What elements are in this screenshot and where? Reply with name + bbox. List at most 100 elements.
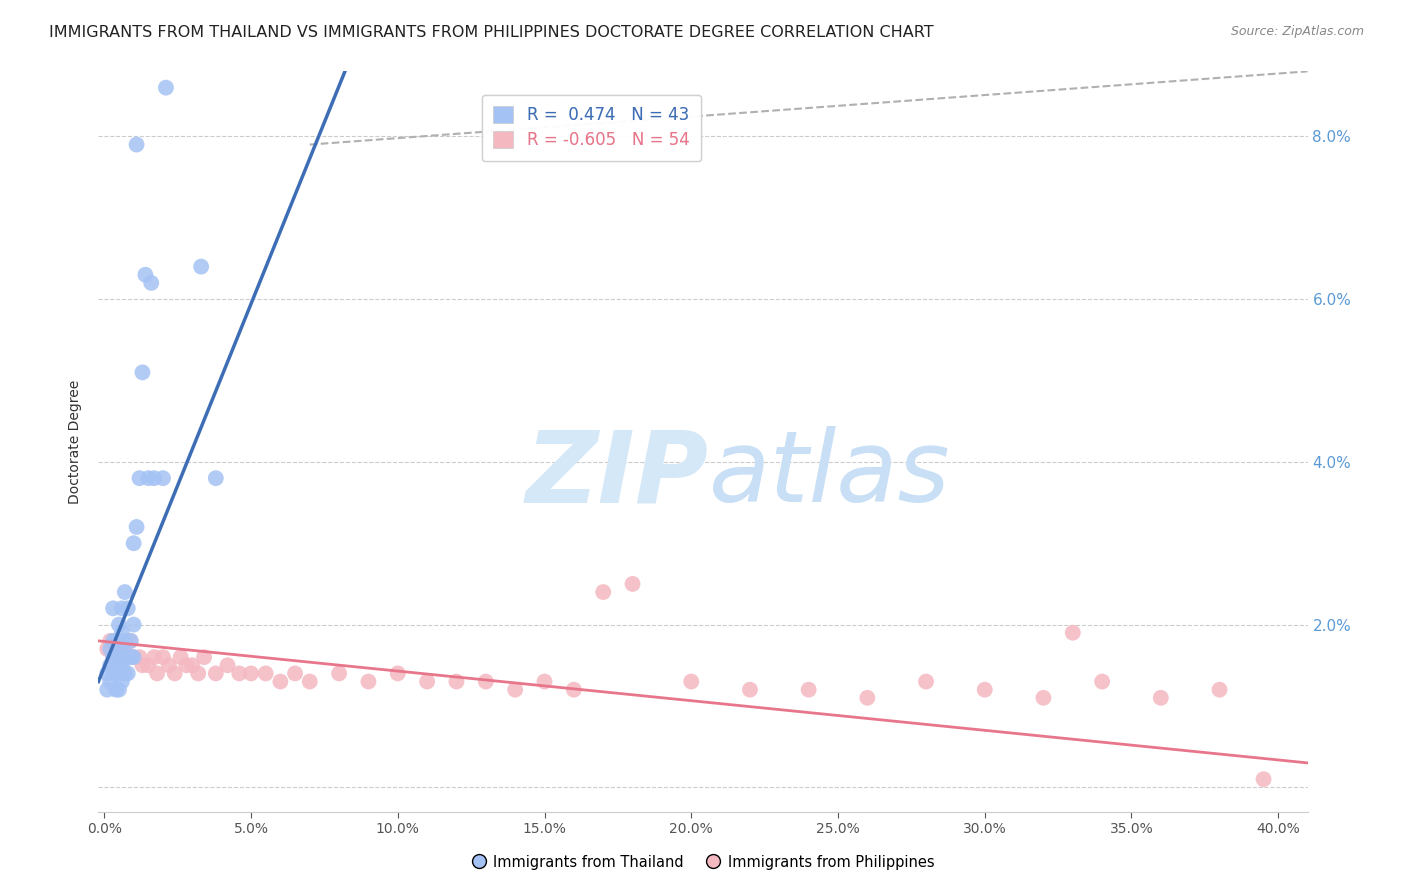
Point: [111, 625, 134, 640]
Point: [108, 666, 131, 681]
Point: [143, 471, 166, 485]
Point: [128, 650, 150, 665]
Point: [1150, 690, 1173, 705]
Point: [108, 633, 131, 648]
Point: [122, 617, 145, 632]
Point: [328, 666, 350, 681]
Y-axis label: Doctorate Degree: Doctorate Degree: [69, 379, 83, 504]
Point: [136, 658, 159, 673]
Point: [357, 674, 380, 689]
Point: [114, 633, 136, 648]
Point: [111, 658, 134, 673]
Point: [117, 601, 139, 615]
Point: [96, 642, 118, 657]
Point: [503, 682, 526, 697]
Point: [157, 658, 180, 673]
Point: [117, 666, 139, 681]
Point: [284, 666, 307, 681]
Point: [1091, 674, 1114, 689]
Point: [176, 658, 198, 673]
Point: [1032, 690, 1054, 705]
Point: [122, 650, 145, 665]
Point: [131, 658, 153, 673]
Point: [1253, 772, 1275, 787]
Point: [254, 666, 277, 681]
Point: [533, 674, 555, 689]
Point: [856, 690, 879, 705]
Point: [152, 650, 174, 665]
Point: [120, 633, 142, 648]
Point: [204, 471, 226, 485]
Point: [269, 674, 291, 689]
Point: [143, 650, 166, 665]
Point: [114, 650, 136, 665]
Legend: Immigrants from Thailand, Immigrants from Philippines: Immigrants from Thailand, Immigrants fro…: [465, 849, 941, 876]
Point: [1062, 625, 1084, 640]
Point: [117, 650, 139, 665]
Point: [101, 650, 124, 665]
Point: [136, 471, 159, 485]
Point: [125, 520, 148, 534]
Point: [562, 682, 585, 697]
Text: IMMIGRANTS FROM THAILAND VS IMMIGRANTS FROM PHILIPPINES DOCTORATE DEGREE CORRELA: IMMIGRANTS FROM THAILAND VS IMMIGRANTS F…: [49, 25, 934, 40]
Point: [105, 682, 128, 697]
Point: [128, 471, 150, 485]
Point: [973, 682, 995, 697]
Point: [108, 682, 131, 697]
Legend: R =  0.474   N = 43, R = -0.605   N = 54: R = 0.474 N = 43, R = -0.605 N = 54: [482, 95, 702, 161]
Point: [228, 666, 250, 681]
Point: [96, 666, 118, 681]
Point: [111, 650, 134, 665]
Text: atlas: atlas: [709, 426, 950, 524]
Point: [298, 674, 321, 689]
Point: [152, 471, 174, 485]
Point: [163, 666, 186, 681]
Point: [111, 601, 134, 615]
Point: [105, 658, 128, 673]
Point: [915, 674, 938, 689]
Point: [217, 658, 239, 673]
Point: [446, 674, 468, 689]
Point: [592, 585, 614, 599]
Point: [105, 633, 128, 648]
Point: [193, 650, 215, 665]
Point: [98, 658, 121, 673]
Point: [122, 650, 145, 665]
Point: [738, 682, 761, 697]
Point: [134, 268, 156, 282]
Point: [190, 260, 212, 274]
Point: [169, 650, 191, 665]
Point: [240, 666, 263, 681]
Point: [111, 642, 134, 657]
Point: [1208, 682, 1230, 697]
Point: [181, 658, 204, 673]
Point: [114, 642, 136, 657]
Point: [101, 650, 124, 665]
Point: [387, 666, 409, 681]
Point: [621, 577, 644, 591]
Point: [146, 666, 169, 681]
Point: [204, 666, 226, 681]
Point: [108, 617, 131, 632]
Point: [98, 633, 121, 648]
Point: [122, 536, 145, 550]
Point: [125, 137, 148, 152]
Point: [98, 674, 121, 689]
Point: [96, 682, 118, 697]
Point: [141, 276, 163, 290]
Point: [101, 666, 124, 681]
Point: [131, 365, 153, 379]
Text: Source: ZipAtlas.com: Source: ZipAtlas.com: [1230, 25, 1364, 38]
Point: [475, 674, 498, 689]
Point: [114, 666, 136, 681]
Point: [105, 633, 128, 648]
Point: [111, 674, 134, 689]
Point: [681, 674, 703, 689]
Point: [120, 633, 142, 648]
Point: [114, 585, 136, 599]
Point: [117, 650, 139, 665]
Point: [120, 650, 142, 665]
Point: [101, 633, 124, 648]
Point: [416, 674, 439, 689]
Point: [797, 682, 820, 697]
